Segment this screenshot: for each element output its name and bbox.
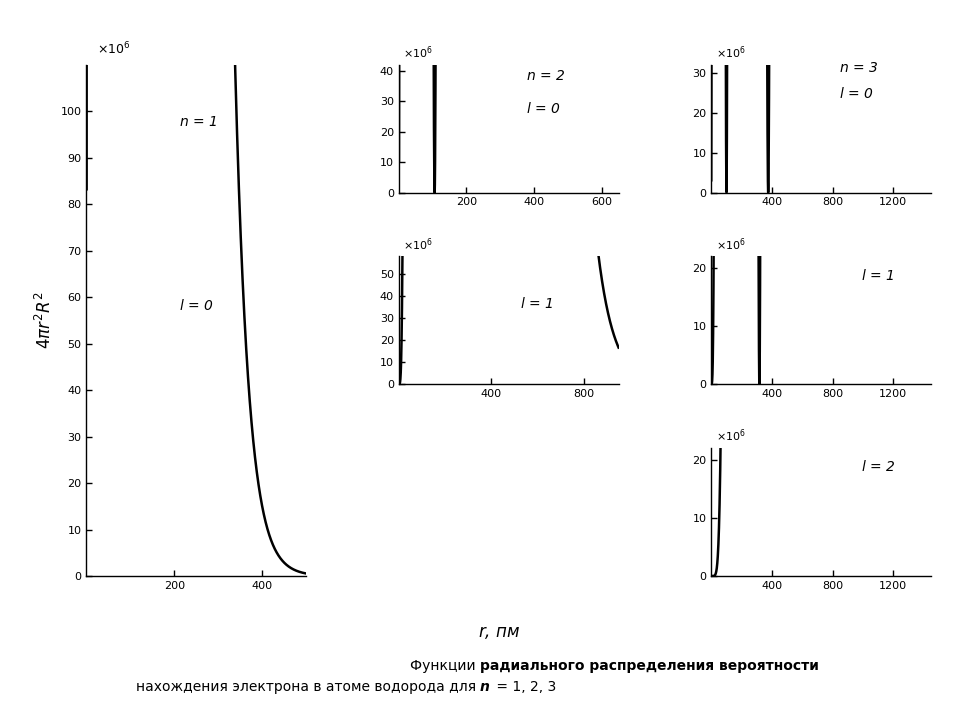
Text: $l$ = 1: $l$ = 1 bbox=[519, 296, 553, 310]
Text: $l$ = 0: $l$ = 0 bbox=[526, 102, 561, 117]
Y-axis label: $4\pi r^2 R^2$: $4\pi r^2 R^2$ bbox=[35, 292, 55, 349]
Text: $l$ = 0: $l$ = 0 bbox=[839, 86, 874, 101]
Text: $\times$10$^6$: $\times$10$^6$ bbox=[715, 45, 746, 61]
Text: Функции: Функции bbox=[410, 659, 480, 672]
Text: $\times$10$^6$: $\times$10$^6$ bbox=[403, 45, 433, 61]
Text: $\times$10$^6$: $\times$10$^6$ bbox=[403, 236, 433, 253]
Text: $r$, пм: $r$, пм bbox=[478, 623, 520, 641]
Text: $n$ = 3: $n$ = 3 bbox=[839, 61, 878, 76]
Text: $l$ = 0: $l$ = 0 bbox=[0, 719, 1, 720]
Text: $\times$10$^6$: $\times$10$^6$ bbox=[0, 719, 1, 720]
Text: $n$ = 2: $n$ = 2 bbox=[526, 69, 565, 83]
Text: $\times$10$^6$: $\times$10$^6$ bbox=[715, 236, 746, 253]
Text: $n$ = 1: $n$ = 1 bbox=[179, 115, 217, 129]
Text: n: n bbox=[480, 680, 490, 694]
Text: $\times$10$^6$: $\times$10$^6$ bbox=[97, 40, 131, 57]
Text: $\times$10$^6$: $\times$10$^6$ bbox=[715, 428, 746, 444]
Text: нахождения электрона в атоме водорода для: нахождения электрона в атоме водорода дл… bbox=[135, 680, 480, 694]
Text: $l$ = 1: $l$ = 1 bbox=[861, 268, 894, 282]
Text: = 1, 2, 3: = 1, 2, 3 bbox=[492, 680, 557, 694]
Text: $l$ = 2: $l$ = 2 bbox=[861, 459, 895, 474]
Text: радиального распределения вероятности: радиального распределения вероятности bbox=[480, 659, 819, 672]
Text: $l$ = 0: $l$ = 0 bbox=[179, 298, 213, 313]
Text: $n$ = 1: $n$ = 1 bbox=[0, 719, 1, 720]
